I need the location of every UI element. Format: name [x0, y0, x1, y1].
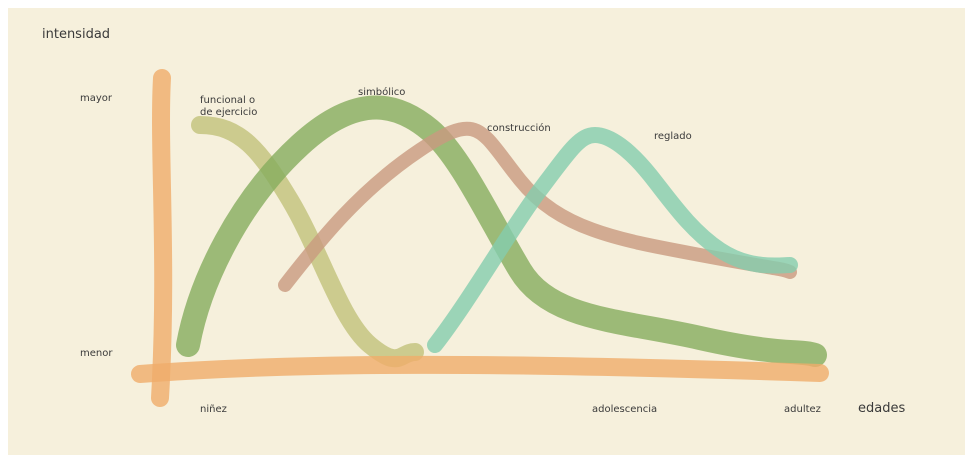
x-axis-label: edades: [858, 401, 905, 416]
curve-label: reglado: [654, 131, 692, 142]
stage-label: adolescencia: [592, 404, 657, 415]
curve-reglado: [427, 127, 798, 353]
stage-label: adultez: [784, 404, 821, 415]
y-axis: [151, 69, 173, 407]
y-low-label: menor: [80, 348, 113, 359]
curve-label: construcción: [487, 122, 551, 134]
x-axis: [131, 355, 829, 383]
curve-label: de ejercicio: [200, 107, 257, 118]
y-axis-label: intensidad: [42, 27, 110, 42]
y-high-label: mayor: [80, 93, 113, 104]
curve-simbolico: [176, 95, 827, 367]
curve-label: funcional o: [200, 95, 255, 106]
curve-label: simbólico: [358, 86, 405, 98]
stage-label: niñez: [200, 404, 227, 415]
